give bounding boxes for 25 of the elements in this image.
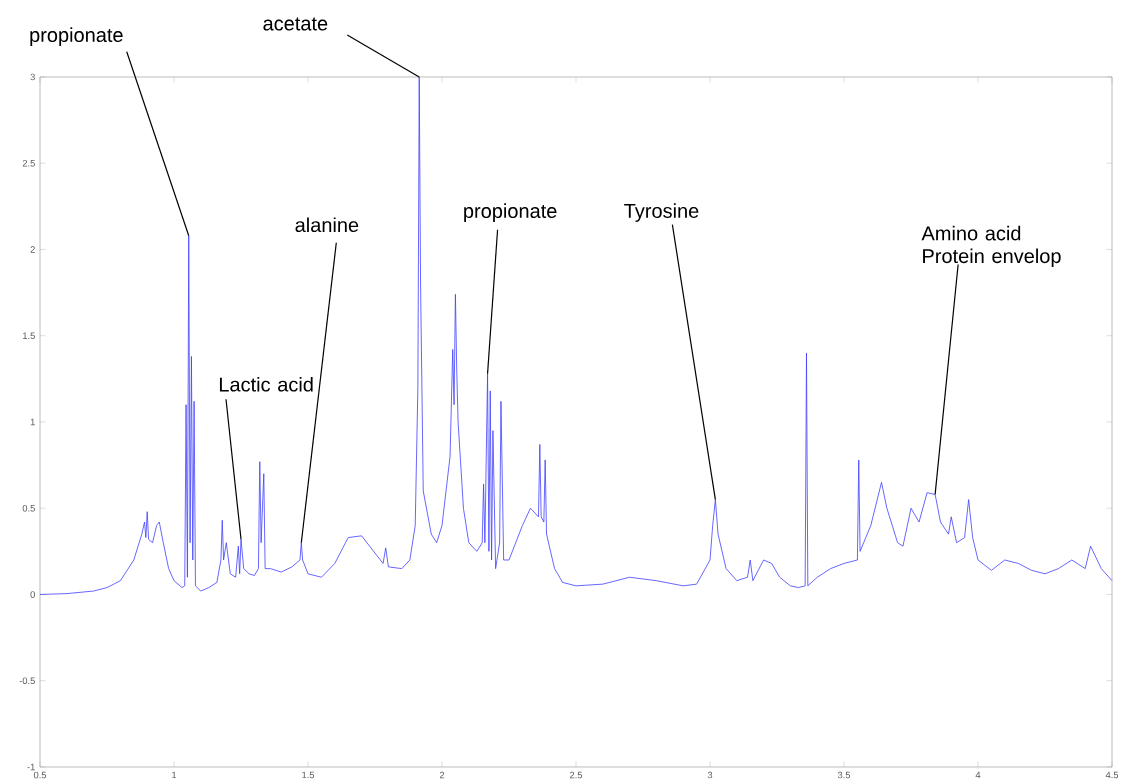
y-tick-label: 2 (30, 246, 35, 253)
x-tick-label: 1.5 (302, 771, 315, 779)
x-tick-label: 3 (707, 771, 713, 779)
annotation: Tyrosine (624, 203, 699, 222)
x-tick-label: 2 (439, 771, 445, 779)
y-tick-label: -0.5 (19, 677, 35, 685)
x-tick-label: 4 (975, 771, 981, 779)
x-tick-label: 1 (172, 771, 177, 779)
y-tick-label: -1 (27, 763, 35, 771)
y-tick-label: 1 (30, 418, 35, 426)
annotation: Amino acid Protein envelop (921, 225, 1061, 268)
annotation: propionate (464, 203, 557, 222)
line-series (39, 76, 1113, 595)
y-tick-label: 3 (30, 73, 35, 81)
y-tick-label: 0.5 (22, 504, 35, 512)
y-tick-label: 0 (30, 591, 35, 598)
x-tick-label: 2.5 (569, 771, 583, 779)
annotation: alanine (295, 217, 359, 233)
x-tick-label: 4.5 (1105, 771, 1119, 779)
x-tick-label: 3.5 (837, 771, 851, 779)
annotation: propionate (30, 27, 123, 46)
annotation: Lactic acid (219, 376, 313, 392)
annotation: acetate (263, 17, 328, 31)
y-tick-label: 2.5 (22, 159, 35, 167)
y-tick-label: 1.5 (23, 332, 35, 339)
